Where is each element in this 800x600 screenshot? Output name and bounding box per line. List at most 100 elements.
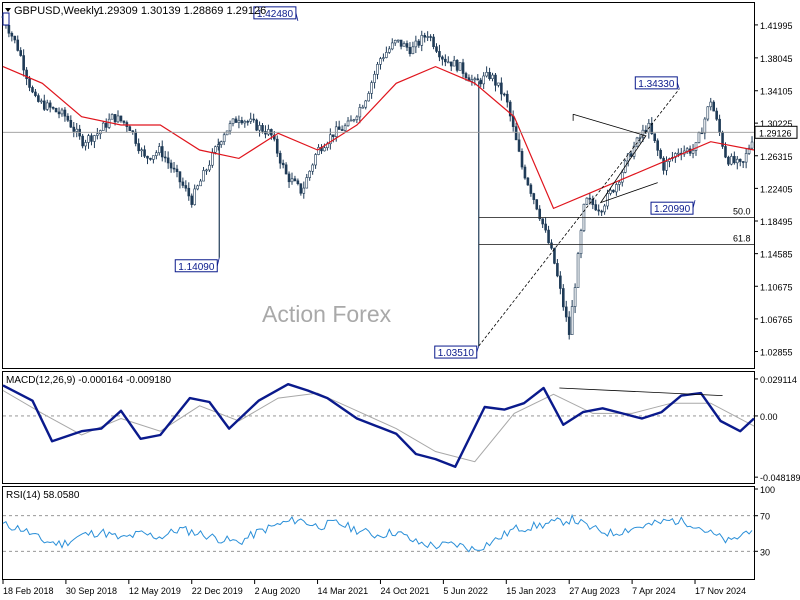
price-annotation-leader <box>692 200 696 209</box>
candle-body <box>529 184 533 194</box>
price-y-tick-label: 1.18495 <box>760 217 793 227</box>
candle-body <box>482 75 485 85</box>
candle-body <box>376 64 379 75</box>
candle-body <box>396 39 400 42</box>
candle-body <box>28 78 31 88</box>
candle-body <box>19 50 22 56</box>
candle-body <box>87 135 90 143</box>
candle-body <box>441 56 444 60</box>
candle-body <box>329 134 332 145</box>
candle-body <box>567 316 571 335</box>
price-y-tick-label: 1.38045 <box>760 54 793 64</box>
price-y-tick-label: 1.14585 <box>760 250 793 260</box>
candle-body <box>470 79 474 82</box>
candle-body <box>579 230 583 254</box>
candle-body <box>691 150 695 154</box>
price-annotation-partial-box <box>2 12 10 26</box>
candle-body <box>408 47 412 54</box>
candle-body <box>314 154 317 166</box>
candle-body <box>520 151 524 168</box>
price-y-tick-label: 1.41995 <box>760 21 793 31</box>
macd-y-tick-label: -0.048189 <box>760 473 800 483</box>
candle-body <box>258 125 261 131</box>
candle-body <box>240 120 244 124</box>
candle-body <box>426 36 429 38</box>
candle-body <box>63 109 67 117</box>
candle-body <box>662 157 665 171</box>
collapse-arrow-icon[interactable] <box>5 8 11 12</box>
candle-body <box>149 157 152 160</box>
candle-body <box>96 133 99 136</box>
moving-average-line <box>2 65 755 210</box>
candle-body <box>13 35 17 41</box>
x-tick-label: 15 Jan 2023 <box>506 586 556 596</box>
candle-body <box>733 156 736 164</box>
x-tick-label: 17 Nov 2024 <box>695 586 746 596</box>
candle-body <box>573 287 577 307</box>
candle-body <box>211 151 214 166</box>
price-annotation-leader <box>295 12 299 21</box>
candle-body <box>323 147 326 152</box>
fib-level-label: 61.8 <box>733 234 751 244</box>
candle-body <box>172 167 176 170</box>
candle-body <box>455 59 459 71</box>
candle-body <box>458 62 462 71</box>
candle-body <box>355 116 359 121</box>
candle-body <box>556 263 559 277</box>
x-tick-label: 7 Apr 2024 <box>632 586 676 596</box>
candle-body <box>562 288 565 308</box>
price-y-tick-label: 1.30225 <box>760 119 793 129</box>
candle-body <box>709 101 713 108</box>
macd-series-layer <box>2 383 755 468</box>
candle-body <box>685 148 689 152</box>
candle-body <box>444 58 447 63</box>
candle-body <box>703 118 707 134</box>
price-annotation-label: 1.42480 <box>257 9 294 20</box>
candle-body <box>352 119 356 122</box>
candle-body <box>526 177 530 186</box>
candle-body <box>196 185 199 190</box>
x-tick-label: 14 Mar 2021 <box>318 586 369 596</box>
candle-body <box>402 43 406 47</box>
triangle-pattern <box>572 113 658 204</box>
candle-body <box>497 82 500 86</box>
candle-body <box>193 188 196 205</box>
candle-body <box>615 184 618 193</box>
candle-body <box>432 36 435 47</box>
price-y-tick-label: 1.26315 <box>760 152 793 162</box>
candle-body <box>373 73 376 83</box>
candle-body <box>511 115 515 127</box>
candle-body <box>140 149 143 152</box>
candle-body <box>228 123 232 132</box>
candle-body <box>40 100 43 103</box>
current-price-label: 1.29126 <box>759 128 792 138</box>
candle-body <box>90 135 93 142</box>
candle-body <box>576 253 580 288</box>
candle-body <box>340 129 344 131</box>
candle-body <box>60 109 64 115</box>
candle-body <box>31 87 34 93</box>
candle-body <box>538 208 542 220</box>
candle-body <box>243 121 247 124</box>
candle-body <box>488 72 491 80</box>
candle-body <box>423 35 427 38</box>
candle-body <box>311 164 314 172</box>
x-tick-label: 2 Aug 2020 <box>255 586 301 596</box>
candle-body <box>181 181 185 186</box>
candle-body <box>635 137 639 147</box>
price-annotation-label: 1.03510 <box>438 348 475 359</box>
candle-body <box>237 120 241 123</box>
candle-body <box>514 126 518 141</box>
candle-body <box>157 146 161 154</box>
candle-body <box>346 120 350 127</box>
price-annotation-label: 1.34330 <box>638 79 675 90</box>
macd-y-tick-label: 0.00 <box>760 412 778 422</box>
candle-body <box>388 48 391 53</box>
candle-body <box>37 95 40 102</box>
candle-body <box>317 147 320 155</box>
candle-body <box>390 42 394 50</box>
watermark: Action Forex <box>262 301 392 327</box>
candle-body <box>163 156 167 159</box>
candle-body <box>343 125 347 131</box>
